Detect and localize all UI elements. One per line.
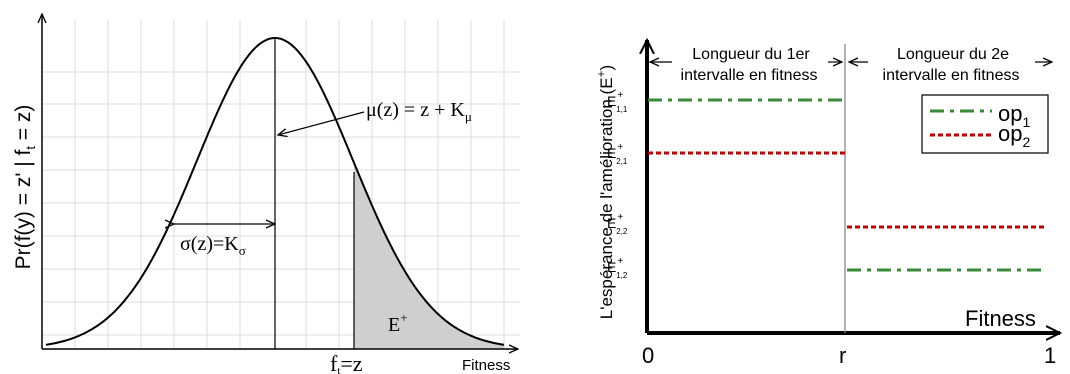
interval2-line1: Longueur du 2e xyxy=(897,46,1009,63)
tick-1: 1 xyxy=(1044,343,1056,368)
left-x-label: Fitness xyxy=(462,357,510,374)
legend-op1-label: op1 xyxy=(998,101,1030,130)
eplus-shaded-area xyxy=(354,162,505,349)
interval1-line1: Longueur du 1er xyxy=(692,46,810,63)
e21-label: E+ 2,1 xyxy=(607,142,628,166)
mu-label: μ(z) = z + Kμ xyxy=(366,99,472,124)
eplus-label: E+ xyxy=(388,310,408,336)
e22-label: E+ 2,2 xyxy=(607,212,628,236)
left-grid xyxy=(42,20,520,349)
legend-box xyxy=(921,94,1049,154)
right-y-label: L'espérance de l'amélioration (E+) xyxy=(594,65,616,319)
sigma-label: σ(z)=Kσ xyxy=(180,233,246,258)
legend: op1 op2 xyxy=(921,94,1049,154)
left-y-label: Pr(f(y) = z' | ft = z) xyxy=(12,105,38,270)
tick-r: r xyxy=(839,343,846,368)
interval2-line2: intervalle en fitness xyxy=(883,67,1020,84)
interval1-line2: intervalle en fitness xyxy=(681,67,818,84)
e12-label: E+ 1,2 xyxy=(607,256,628,280)
ft-label: ft=z xyxy=(330,351,363,374)
tick-0: 0 xyxy=(642,343,654,368)
mu-arrow xyxy=(278,111,365,135)
legend-op2-label: op2 xyxy=(998,121,1030,150)
e11-label: E+ 1,1 xyxy=(607,90,628,114)
right-panel: Longueur du 1er intervalle en fitness Lo… xyxy=(594,40,1060,368)
right-x-label: Fitness xyxy=(965,306,1036,331)
left-panel: Pr(f(y) = z' | ft = z) μ(z) = z + Kμ σ(z… xyxy=(12,14,520,374)
